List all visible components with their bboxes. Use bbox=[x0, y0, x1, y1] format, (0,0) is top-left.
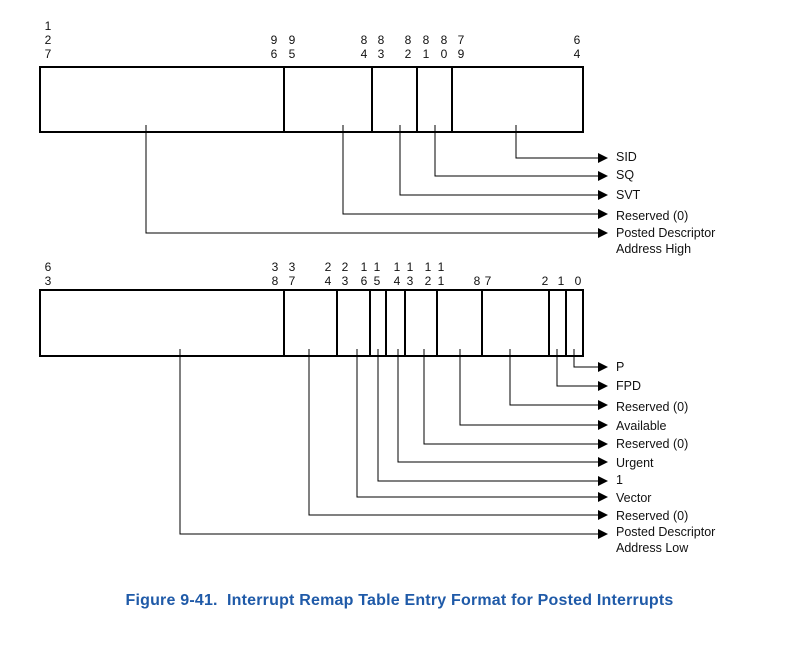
leader-reserved-7-2 bbox=[509, 349, 608, 410]
lower-field-dividers bbox=[283, 290, 567, 356]
figure-caption: Figure 9-41. Interrupt Remap Table Entry… bbox=[0, 592, 799, 610]
bit-label: 7 bbox=[45, 47, 52, 61]
field-label-reserved-7-2: Reserved (0) bbox=[616, 400, 688, 414]
lower-field-labels: P FPD Reserved (0) Available Reserved (0… bbox=[616, 360, 715, 555]
field-label-posted-descriptor-high-line2: Address High bbox=[616, 242, 691, 256]
bit-label: 9 bbox=[289, 33, 296, 47]
bit-label: 8 bbox=[474, 274, 481, 288]
bit-label: 8 bbox=[423, 33, 430, 47]
leader-vector bbox=[356, 349, 608, 502]
bit-label: 3 bbox=[378, 47, 385, 61]
leader-p bbox=[573, 349, 608, 372]
leader-one bbox=[377, 349, 608, 486]
leader-urgent bbox=[397, 349, 608, 467]
bit-label: 1 bbox=[394, 260, 401, 274]
bit-label: 8 bbox=[272, 274, 279, 288]
field-label-urgent: Urgent bbox=[616, 456, 654, 470]
bit-label: 8 bbox=[405, 33, 412, 47]
leader-available bbox=[459, 349, 608, 430]
bit-label: 6 bbox=[271, 47, 278, 61]
field-label-available: Available bbox=[616, 419, 667, 433]
lower-leader-lines bbox=[179, 349, 608, 539]
field-label-posted-descriptor-high: Posted Descriptor bbox=[616, 226, 715, 240]
upper-register-box bbox=[39, 66, 584, 133]
bit-label: 5 bbox=[374, 274, 381, 288]
bit-label: 2 bbox=[325, 260, 332, 274]
field-label-sq: SQ bbox=[616, 168, 634, 182]
bit-label: 4 bbox=[574, 47, 581, 61]
bit-label: 2 bbox=[405, 47, 412, 61]
bit-label: 1 bbox=[438, 274, 445, 288]
bit-label: 0 bbox=[441, 47, 448, 61]
field-label-p: P bbox=[616, 360, 624, 374]
bit-label: 0 bbox=[575, 274, 582, 288]
bit-label: 8 bbox=[378, 33, 385, 47]
bit-label: 9 bbox=[458, 47, 465, 61]
bit-label: 1 bbox=[425, 260, 432, 274]
field-label-posted-descriptor-low: Posted Descriptor bbox=[616, 525, 715, 539]
bit-label: 3 bbox=[289, 260, 296, 274]
lower-register: 6 3 3 8 3 7 2 4 2 3 1 6 1 5 1 4 1 3 1 2 … bbox=[39, 260, 715, 555]
leader-posted-descriptor-low bbox=[179, 349, 608, 539]
field-label-reserved-12: Reserved (0) bbox=[616, 437, 688, 451]
upper-bit-labels: 1 2 7 9 6 9 5 8 4 8 3 8 2 8 1 8 0 7 9 6 … bbox=[45, 19, 581, 61]
field-label-fpd: FPD bbox=[616, 379, 641, 393]
upper-leader-lines bbox=[145, 125, 608, 238]
leader-reserved-12 bbox=[423, 349, 608, 449]
field-label-svt: SVT bbox=[616, 188, 641, 202]
bit-label: 3 bbox=[407, 274, 414, 288]
bit-label: 3 bbox=[272, 260, 279, 274]
bit-label: 7 bbox=[289, 274, 296, 288]
leader-fpd bbox=[556, 349, 608, 391]
bit-label: 7 bbox=[458, 33, 465, 47]
bit-label: 7 bbox=[485, 274, 492, 288]
leader-posted-descriptor-high bbox=[145, 125, 608, 238]
field-label-one: 1 bbox=[616, 473, 623, 487]
leader-sid bbox=[515, 125, 608, 163]
field-label-vector: Vector bbox=[616, 491, 651, 505]
upper-register: 1 2 7 9 6 9 5 8 4 8 3 8 2 8 1 8 0 7 9 6 … bbox=[39, 19, 715, 256]
upper-field-dividers bbox=[283, 67, 453, 132]
field-label-sid: SID bbox=[616, 150, 637, 164]
bit-label: 3 bbox=[45, 274, 52, 288]
caption-gap bbox=[218, 592, 227, 609]
bit-label: 9 bbox=[271, 33, 278, 47]
bit-label: 1 bbox=[438, 260, 445, 274]
leader-svt bbox=[399, 125, 608, 200]
bit-label: 1 bbox=[374, 260, 381, 274]
bit-label: 1 bbox=[361, 260, 368, 274]
bit-label: 8 bbox=[441, 33, 448, 47]
figure-title: Interrupt Remap Table Entry Format for P… bbox=[227, 592, 674, 609]
bit-label: 1 bbox=[45, 19, 52, 33]
bit-label: 3 bbox=[342, 274, 349, 288]
bit-label: 1 bbox=[558, 274, 565, 288]
bit-label: 6 bbox=[361, 274, 368, 288]
leader-sq bbox=[434, 125, 608, 181]
lower-register-box bbox=[39, 289, 584, 357]
bit-label: 5 bbox=[289, 47, 296, 61]
figure-number: Figure 9-41. bbox=[125, 592, 218, 609]
bit-label: 2 bbox=[342, 260, 349, 274]
bit-label: 2 bbox=[425, 274, 432, 288]
leader-reserved bbox=[342, 125, 608, 219]
bit-label: 2 bbox=[542, 274, 549, 288]
bit-label: 6 bbox=[45, 260, 52, 274]
bit-label: 6 bbox=[574, 33, 581, 47]
bit-label: 4 bbox=[361, 47, 368, 61]
bit-label: 4 bbox=[325, 274, 332, 288]
bit-label: 2 bbox=[45, 33, 52, 47]
field-label-posted-descriptor-low-line2: Address Low bbox=[616, 541, 689, 555]
lower-bit-labels: 6 3 3 8 3 7 2 4 2 3 1 6 1 5 1 4 1 3 1 2 … bbox=[45, 260, 582, 288]
field-label-reserved: Reserved (0) bbox=[616, 209, 688, 223]
bit-label: 4 bbox=[394, 274, 401, 288]
leader-reserved-37-24 bbox=[308, 349, 608, 520]
field-label-reserved-37-24: Reserved (0) bbox=[616, 509, 688, 523]
upper-field-labels: SID SQ SVT Reserved (0) Posted Descripto… bbox=[616, 150, 715, 256]
bit-label: 1 bbox=[407, 260, 414, 274]
bit-label: 8 bbox=[361, 33, 368, 47]
bit-label: 1 bbox=[423, 47, 430, 61]
